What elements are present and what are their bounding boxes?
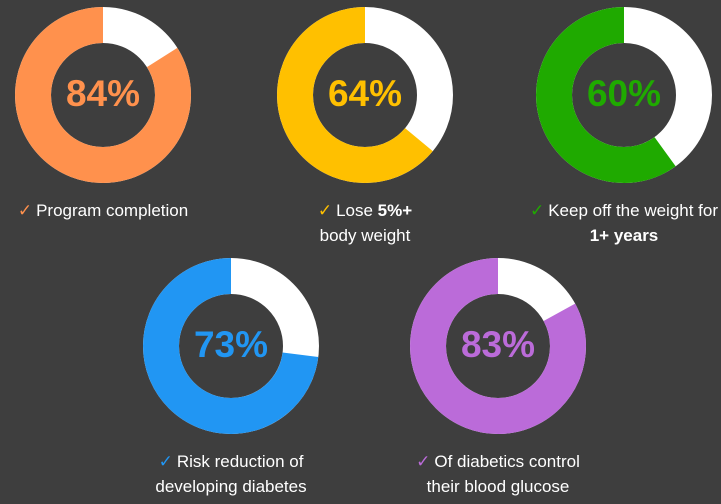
caption: ✓ Risk reduction of developing diabetes (111, 449, 351, 499)
checkmark-icon: ✓ (317, 201, 333, 220)
percentage-label: 60% (587, 73, 661, 114)
donut-segment (536, 7, 712, 183)
stat-keep-off-weight: 60% ✓ Keep off the weight for 1+ years (504, 6, 721, 248)
donut-chart: 64% (277, 7, 453, 183)
donut-segment (143, 258, 319, 434)
stat-risk-reduction: 73% ✓ Risk reduction of developing diabet… (111, 257, 351, 499)
caption-text: Lose (336, 201, 378, 220)
donut-chart: 73% (143, 258, 319, 434)
donut-segment (410, 258, 586, 434)
donut-segment (277, 7, 453, 183)
percentage-label: 73% (194, 324, 268, 365)
percentage-label: 64% (328, 73, 402, 114)
percentage-label: 84% (66, 73, 140, 114)
caption-bold: 1+ years (589, 226, 659, 245)
checkmark-icon: ✓ (416, 452, 431, 471)
donut-chart: 60% (536, 7, 712, 183)
donut-chart: 83% (410, 258, 586, 434)
caption-text-after: body weight (319, 226, 411, 245)
donut-segment (15, 7, 191, 183)
percentage-label: 83% (461, 324, 535, 365)
stat-control-blood-glucose: 83% ✓ Of diabetics control their blood gl… (378, 257, 618, 499)
caption-text: Risk reduction of developing diabetes (155, 452, 307, 496)
checkmark-icon: ✓ (158, 452, 173, 471)
stat-program-completion: 84% ✓ Program completion (0, 6, 223, 223)
caption: ✓ Lose 5%+ body weight (245, 198, 485, 248)
caption-text: Keep off the weight for (548, 201, 719, 220)
checkmark-icon: ✓ (17, 201, 33, 220)
caption: ✓ Program completion (0, 198, 223, 223)
stat-lose-weight: 64% ✓ Lose 5%+ body weight (245, 6, 485, 248)
donut-chart: 84% (15, 7, 191, 183)
caption-text: Program completion (36, 201, 189, 220)
checkmark-icon: ✓ (529, 201, 545, 220)
caption: ✓ Keep off the weight for 1+ years (504, 198, 721, 248)
caption: ✓ Of diabetics control their blood glucos… (378, 449, 618, 499)
caption-bold: 5%+ (377, 201, 413, 220)
caption-text: Of diabetics control their blood glucose (426, 452, 580, 496)
